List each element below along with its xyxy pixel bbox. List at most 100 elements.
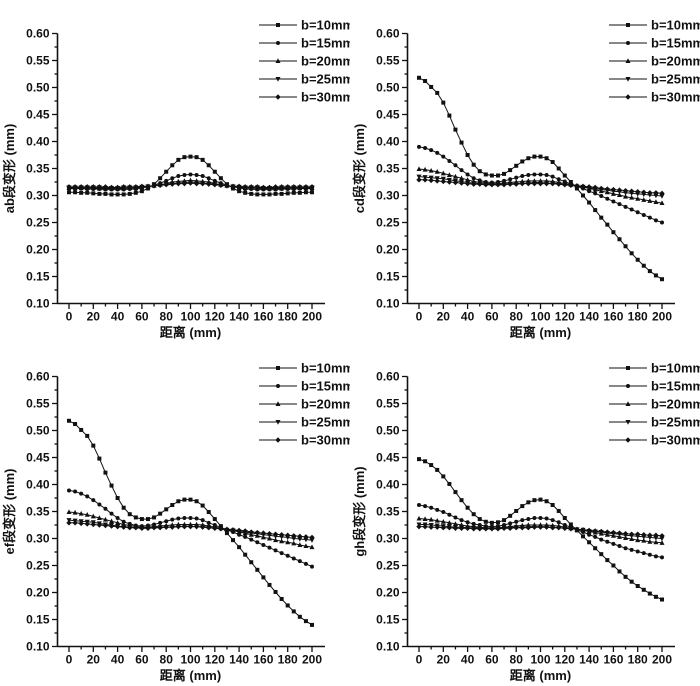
y-tick-label: 0.20	[376, 243, 400, 257]
legend-item: b=15mm	[259, 36, 350, 51]
legend-label: b=20mm	[301, 397, 350, 412]
chart-panel-cd: 0.10 0.15 0.20 0.25 0.30 0.35 0.40 0.45 0.50 0.55…	[350, 0, 700, 343]
y-tick-label: 0.30	[376, 189, 400, 203]
series-b=30mm	[66, 180, 315, 191]
x-tick-label: 80	[510, 653, 524, 667]
y-tick-label: 0.25	[26, 216, 50, 230]
legend-item: b=30mm	[609, 433, 700, 448]
x-tick-label: 140	[229, 653, 249, 667]
chart-panel-ab: 0.10 0.15 0.20 0.25 0.30 0.35 0.40 0.45 0.50 0.55…	[0, 0, 350, 343]
y-tick-label: 0.20	[376, 586, 400, 600]
y-tick-label: 0.35	[376, 505, 400, 519]
x-tick-label: 20	[437, 310, 451, 324]
legend-item: b=10mm	[609, 18, 700, 33]
x-tick-label: 0	[66, 653, 73, 667]
x-tick-label: 180	[628, 653, 648, 667]
y-axis-title: cd段变形 (mm)	[352, 124, 367, 214]
legend-label: b=25mm	[651, 72, 700, 87]
legend-label: b=10mm	[301, 361, 350, 376]
legend-item: b=25mm	[609, 72, 700, 87]
series-b=15mm	[417, 503, 664, 560]
x-tick-label: 40	[111, 310, 125, 324]
legend-label: b=20mm	[301, 54, 350, 69]
x-tick-label: 200	[652, 310, 672, 324]
y-tick-label: 0.55	[376, 397, 400, 411]
legend-label: b=15mm	[651, 379, 700, 394]
x-tick-label: 80	[160, 310, 174, 324]
legend-item: b=25mm	[259, 415, 350, 430]
x-tick-label: 120	[555, 653, 575, 667]
legend: b=10mm b=15mm b=20mm b=25mm b=30mm	[609, 361, 700, 448]
x-tick-label: 120	[555, 310, 575, 324]
legend-item: b=10mm	[259, 361, 350, 376]
y-tick-label: 0.50	[26, 424, 50, 438]
legend-label: b=25mm	[651, 415, 700, 430]
legend-item: b=15mm	[609, 36, 700, 51]
y-tick-label: 0.50	[376, 81, 400, 95]
y-tick-label: 0.40	[26, 135, 50, 149]
x-tick-label: 0	[416, 310, 423, 324]
axes	[406, 376, 675, 648]
y-tick-label: 0.30	[26, 189, 50, 203]
legend-label: b=15mm	[301, 379, 350, 394]
x-tick-label: 100	[530, 653, 550, 667]
series-b=20mm	[416, 515, 665, 545]
legend-label: b=25mm	[301, 415, 350, 430]
x-tick-label: 180	[278, 310, 298, 324]
y-tick-label: 0.35	[376, 162, 400, 176]
x-tick-label: 160	[253, 653, 273, 667]
y-tick-label: 0.15	[26, 270, 50, 284]
legend-label: b=10mm	[651, 18, 700, 33]
tick-labels: 0.10 0.15 0.20 0.25 0.30 0.35 0.40 0.45 0.50 0.55…	[376, 370, 672, 667]
y-tick-label: 0.60	[376, 370, 400, 384]
x-tick-label: 200	[652, 653, 672, 667]
x-tick-label: 0	[416, 653, 423, 667]
legend-item: b=30mm	[259, 90, 350, 105]
legend: b=10mm b=15mm b=20mm b=25mm b=30mm	[609, 18, 700, 105]
x-tick-label: 100	[530, 310, 550, 324]
y-tick-label: 0.20	[26, 243, 50, 257]
series-b=15mm	[67, 488, 314, 569]
y-tick-label: 0.55	[376, 54, 400, 68]
x-axis-title: 距离 (mm)	[510, 668, 571, 683]
x-tick-label: 160	[603, 310, 623, 324]
x-axis-title: 距离 (mm)	[510, 325, 571, 340]
x-tick-label: 80	[160, 653, 174, 667]
y-tick-label: 0.20	[26, 586, 50, 600]
legend-label: b=30mm	[301, 433, 350, 448]
y-tick-label: 0.40	[376, 135, 400, 149]
legend-item: b=10mm	[609, 361, 700, 376]
x-tick-label: 200	[302, 653, 322, 667]
y-tick-label: 0.10	[26, 297, 50, 311]
y-tick-label: 0.45	[376, 108, 400, 122]
x-tick-label: 140	[229, 310, 249, 324]
axes	[56, 33, 325, 305]
x-tick-label: 200	[302, 310, 322, 324]
y-tick-label: 0.60	[376, 27, 400, 41]
y-tick-label: 0.45	[376, 451, 400, 465]
legend-item: b=20mm	[259, 54, 350, 69]
x-tick-label: 80	[510, 310, 524, 324]
y-tick-label: 0.25	[376, 216, 400, 230]
x-tick-label: 0	[66, 310, 73, 324]
y-tick-label: 0.30	[376, 532, 400, 546]
ticks	[52, 375, 313, 652]
chart-panel-gh: 0.10 0.15 0.20 0.25 0.30 0.35 0.40 0.45 0.50 0.55…	[350, 343, 700, 686]
x-tick-label: 60	[485, 310, 499, 324]
legend-label: b=10mm	[651, 361, 700, 376]
chart-ef: 0.10 0.15 0.20 0.25 0.30 0.35 0.40 0.45 0.50 0.55…	[2, 361, 350, 684]
legend-item: b=25mm	[609, 415, 700, 430]
series-b=10mm	[67, 418, 314, 627]
y-tick-label: 0.50	[376, 424, 400, 438]
y-tick-label: 0.35	[26, 505, 50, 519]
legend: b=10mm b=15mm b=20mm b=25mm b=30mm	[259, 18, 350, 105]
y-tick-label: 0.10	[26, 640, 50, 654]
legend-item: b=10mm	[259, 18, 350, 33]
ticks	[402, 375, 663, 652]
y-tick-label: 0.10	[376, 297, 400, 311]
chart-panel-ef: 0.10 0.15 0.20 0.25 0.30 0.35 0.40 0.45 0.50 0.55…	[0, 343, 350, 686]
x-tick-label: 40	[111, 653, 125, 667]
x-axis-title: 距离 (mm)	[160, 668, 221, 683]
y-tick-label: 0.15	[376, 613, 400, 627]
legend-item: b=20mm	[259, 397, 350, 412]
